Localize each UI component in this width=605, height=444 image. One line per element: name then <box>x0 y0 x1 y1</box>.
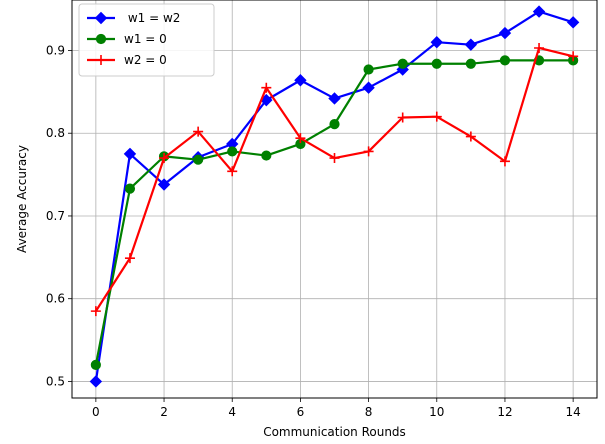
data-point <box>431 58 442 69</box>
series-line <box>94 46 574 312</box>
series-2 <box>90 55 579 371</box>
data-point <box>499 156 510 167</box>
legend-label: w1 = 0 <box>124 32 167 46</box>
data-point <box>123 147 137 161</box>
legend-item: w1 = w2 <box>87 11 180 25</box>
y-tick-label: 0.5 <box>46 374 65 388</box>
series-3 <box>90 42 579 317</box>
data-point <box>124 183 136 194</box>
data-point <box>532 5 546 18</box>
data-point <box>397 58 408 69</box>
x-tick-label: 4 <box>228 405 236 419</box>
data-point <box>430 35 443 49</box>
data-point <box>227 166 238 177</box>
data-point <box>362 81 375 94</box>
data-point <box>261 82 272 93</box>
data-point <box>534 42 545 53</box>
data-point <box>193 154 204 165</box>
x-axis-label: Communication Rounds <box>263 425 406 439</box>
data-point <box>227 146 238 157</box>
data-point <box>499 55 511 66</box>
data-point <box>124 253 135 264</box>
data-point <box>328 92 341 105</box>
legend-marker <box>94 11 108 25</box>
y-tick-label: 0.8 <box>46 126 65 140</box>
data-point <box>568 51 579 62</box>
y-tick-label: 0.7 <box>46 209 65 223</box>
data-point <box>89 375 103 388</box>
legend: w1 = w2 w1 = 0 w2 = 0 <box>78 3 215 77</box>
legend-marker <box>96 55 106 65</box>
axis-ticks: 0 2 4 6 8 10 12 14 0.5 0.6 0.7 0.8 0.9 <box>46 43 581 419</box>
data-point <box>329 153 340 164</box>
legend-label: w2 = 0 <box>124 53 167 67</box>
y-axis-label: Average Accuracy <box>15 145 29 253</box>
data-point <box>464 38 478 51</box>
data-point <box>431 111 442 122</box>
data-point <box>498 26 512 40</box>
legend-item: w2 = 0 <box>87 53 167 67</box>
data-point <box>294 74 307 87</box>
x-tick-label: 2 <box>160 405 168 419</box>
data-point <box>90 306 101 317</box>
data-point <box>295 133 306 144</box>
data-point <box>465 131 476 142</box>
x-tick-label: 0 <box>92 405 100 419</box>
data-point <box>566 16 580 29</box>
legend-item: w1 = 0 <box>87 32 167 46</box>
data-point <box>329 119 340 130</box>
data-point <box>363 64 374 75</box>
data-point <box>157 178 171 191</box>
series-line <box>94 59 574 366</box>
x-tick-label: 8 <box>365 405 373 419</box>
legend-marker <box>95 33 107 45</box>
x-tick-label: 12 <box>497 405 512 419</box>
data-point <box>261 150 272 161</box>
data-point <box>90 359 101 371</box>
plot-frame <box>71 0 598 399</box>
data-point <box>363 146 374 157</box>
x-tick-label: 14 <box>565 405 580 419</box>
data-point <box>397 112 408 123</box>
y-tick-label: 0.6 <box>46 292 65 306</box>
series-layer <box>89 5 580 388</box>
x-tick-label: 6 <box>297 405 305 419</box>
legend-box <box>78 3 215 77</box>
x-tick-label: 10 <box>429 405 444 419</box>
data-point <box>159 153 170 164</box>
legend-label: w1 = w2 <box>124 11 180 25</box>
data-point <box>193 126 204 137</box>
data-point <box>465 58 476 69</box>
y-tick-label: 0.9 <box>46 43 65 57</box>
